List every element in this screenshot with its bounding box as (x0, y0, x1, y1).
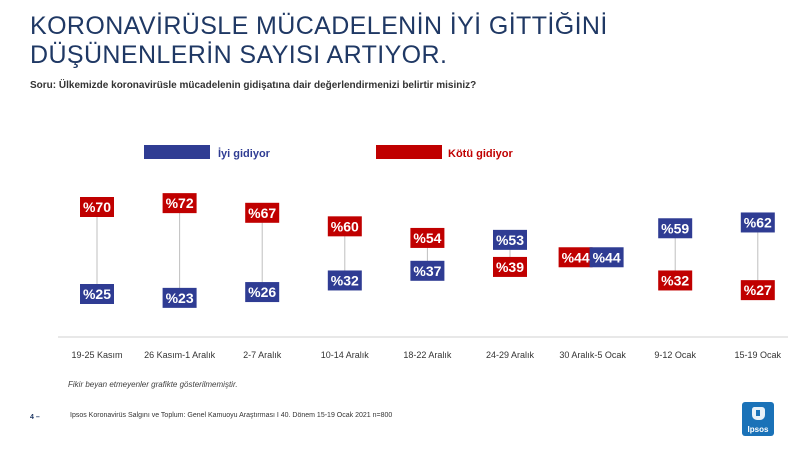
data-label-good: %59 (661, 220, 689, 236)
x-tick-label: 24-29 Aralık (486, 350, 535, 360)
data-point-bad (80, 197, 114, 217)
data-point-good (162, 287, 197, 308)
title-line-1: KORONAVİRÜSLE MÜCADELENİN İYİ GİTTİĞİNİ (30, 12, 608, 40)
data-point-bad (493, 256, 527, 277)
data-label-good: %26 (248, 284, 276, 300)
x-tick-label: 26 Kasım-1 Aralık (144, 350, 216, 360)
page-number: 4 – (30, 414, 40, 421)
data-label-bad: %72 (166, 195, 194, 211)
data-point-good (80, 284, 114, 304)
data-label-bad: %44 (562, 249, 590, 265)
data-label-bad: %39 (496, 259, 524, 275)
data-point-good (658, 218, 693, 239)
data-label-good: %25 (83, 286, 111, 302)
data-label-bad: %54 (413, 230, 441, 246)
x-tick-label: 15-19 Ocak (735, 350, 782, 360)
data-label-bad: %27 (744, 282, 772, 298)
data-point-bad (558, 247, 593, 268)
data-label-bad: %60 (331, 218, 359, 234)
survey-question: Soru: Ülkemizde koronavirüsle mücadeleni… (30, 80, 477, 91)
x-tick-label: 30 Aralık-5 Ocak (559, 350, 626, 360)
legend-label-bad: Kötü gidiyor (448, 148, 513, 160)
data-label-bad: %32 (661, 272, 689, 288)
legend-label-good: İyi gidiyor (218, 147, 271, 160)
ipsos-logo-mark-icon (751, 407, 765, 420)
data-point-good (589, 247, 624, 268)
x-tick-label: 18-22 Aralık (403, 350, 452, 360)
data-point-bad (162, 193, 197, 214)
x-tick-label: 9-12 Ocak (654, 350, 696, 360)
legend-swatch-good (144, 145, 210, 159)
source-text: Ipsos Koronavirüs Salgını ve Toplum: Gen… (70, 412, 393, 419)
data-label-good: %23 (166, 290, 194, 306)
data-label-bad: %70 (83, 199, 111, 215)
data-point-bad (410, 227, 445, 248)
data-label-good: %44 (593, 249, 621, 265)
data-point-bad (740, 280, 775, 301)
title-line-2: DÜŞÜNENLERİN SAYISI ARTIYOR. (30, 41, 448, 69)
ipsos-logo-text: Ipsos (747, 425, 769, 434)
data-label-bad: %67 (248, 205, 276, 221)
data-point-good (245, 282, 280, 303)
data-label-good: %37 (413, 263, 441, 279)
data-point-good (493, 229, 527, 250)
ipsos-logo: Ipsos (742, 402, 774, 436)
data-point-bad (658, 270, 693, 291)
data-label-good: %53 (496, 232, 524, 248)
data-point-bad (245, 202, 280, 223)
data-point-good (410, 260, 445, 281)
chart-footnote: Fikir beyan etmeyenler grafikte gösteril… (68, 380, 238, 389)
data-point-bad (327, 216, 362, 237)
x-tick-label: 2-7 Aralık (243, 350, 282, 360)
data-point-good (740, 212, 775, 233)
data-point-good (327, 270, 362, 291)
legend-swatch-bad (376, 145, 442, 159)
x-tick-label: 19-25 Kasım (71, 350, 122, 360)
data-label-good: %62 (744, 214, 772, 230)
page-title: KORONAVİRÜSLE MÜCADELENİN İYİ GİTTİĞİNİ … (30, 12, 750, 70)
x-tick-label: 10-14 Aralık (321, 350, 370, 360)
data-label-good: %32 (331, 272, 359, 288)
